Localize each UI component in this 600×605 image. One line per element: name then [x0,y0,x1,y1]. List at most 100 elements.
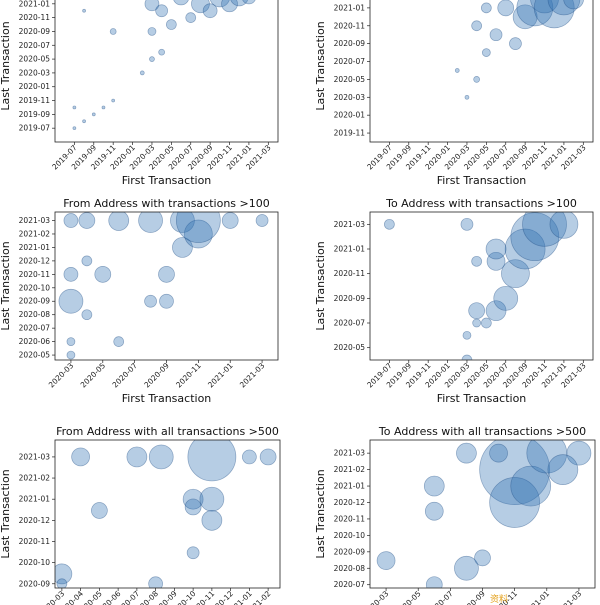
scatter-point [126,446,148,468]
scatter-point [63,266,79,282]
scatter-point [489,28,503,42]
plot-frame [369,0,594,143]
y-axis-label: Last Transaction [0,241,12,330]
scatter-point [493,285,519,311]
points-group [72,0,256,131]
scatter-point [485,238,507,260]
scatter-point [489,443,508,463]
chart-title: To Address with all transactions >500 [378,425,586,438]
scatter-point [91,112,96,117]
y-tick-label: 2021-01 [334,3,366,12]
plot-frame [54,0,279,143]
scatter-point [58,288,84,314]
x-tick-label: 2021-03 [238,361,267,390]
scatter-point [424,501,444,521]
y-tick-label: 2020-07 [19,41,51,50]
y-tick-label: 2020-11 [334,514,366,523]
x-axis-label: First Transaction [437,174,527,187]
scatter-point [462,330,472,340]
scatter-point [82,119,86,124]
chart-title: From Address with transactions >100 [63,197,269,210]
y-tick-label: 2020-07 [19,324,51,333]
scatter-point [170,212,195,233]
scatter-point [186,546,200,560]
plot-frame [54,211,279,361]
scatter-point [468,302,486,320]
scatter-point [66,350,76,360]
scatter-point [486,251,506,271]
y-tick-label: 2021-01 [19,243,51,252]
chart-panel-5: 2020-032020-042020-052020-062020-072020-… [0,425,281,605]
scatter-point [71,447,90,467]
points-group [384,212,579,360]
scatter-point [510,212,560,262]
scatter-point [144,294,157,308]
y-tick-label: 2020-10 [19,283,51,292]
x-tick-label: 2020-03 [38,589,67,605]
scatter-point [471,255,483,267]
scatter-point [173,0,189,6]
scatter-point [221,0,238,13]
x-tick-label: 2021-03 [555,589,584,605]
scatter-point [473,76,481,83]
y-tick-label: 2021-01 [334,482,366,491]
y-tick-label: 2020-09 [334,39,366,48]
scatter-point [481,48,491,57]
scatter-point [144,0,160,12]
y-tick-label: 2020-10 [334,531,366,540]
x-tick-label: 2021-01 [523,589,552,605]
scatter-point [94,265,112,283]
scatter-point [497,0,515,17]
scatter-point [159,293,174,309]
y-tick-label: 2020-05 [334,75,366,84]
scatter-point [155,4,169,18]
y-tick-label: 2020-08 [334,564,366,573]
chart-panel-3: 2020-03 2020-05 2020-07 2020-09 2020-11 2021-… [0,197,279,405]
y-axis-label: Last Transaction [0,469,12,558]
x-tick-label: 2020-09 [142,361,171,390]
y-tick-label: 2020-08 [19,310,51,319]
y-tick-label: 2021-03 [19,452,51,461]
points-group [58,212,269,360]
scatter-point [480,2,492,14]
scatter-point [201,509,223,531]
watermark-text: 资料 [490,593,508,605]
scatter-point [184,498,202,516]
scatter-point [485,300,507,322]
y-axis-label: Last Transaction [314,469,327,558]
scatter-point [149,56,155,62]
scatter-point [111,98,116,103]
x-tick-label: 2020-05 [394,589,423,605]
y-tick-label: 2020-03 [19,68,51,77]
scatter-point [185,12,197,23]
scatter-point [187,440,237,482]
scatter-point [184,219,213,249]
scatter-point [139,70,145,76]
chart-title: From Address with all transactions >500 [56,425,279,438]
scatter-point [464,94,470,100]
y-tick-label: 2020-01 [334,111,366,120]
scatter-point [489,477,540,528]
y-tick-label: 2020-11 [334,21,366,30]
scatter-point [472,318,482,328]
plot-frame [54,439,281,589]
points-group [376,440,592,588]
y-tick-label: 2020-12 [334,498,366,507]
scatter-point [509,37,522,50]
y-tick-label: 2020-11 [19,270,51,279]
y-axis-label: Last Transaction [314,21,327,110]
x-axis-label: First Transaction [122,174,212,187]
chart-panel-2: 2019-072019-092019-112020-012020-032020-… [314,0,594,187]
x-tick-label: 2020-09 [458,589,487,605]
x-tick-label: 2020-03 [362,589,391,605]
x-tick-label: 2020-05 [79,361,108,390]
scatter-point [113,336,125,347]
y-tick-label: 2021-01 [19,0,51,8]
y-tick-label: 2020-11 [19,13,51,22]
scatter-point [384,218,395,230]
scatter-point [425,576,443,588]
scatter-point [530,0,559,14]
y-tick-label: 2020-09 [19,297,51,306]
y-tick-label: 2020-05 [19,55,51,64]
y-axis-label: Last Transaction [314,241,327,330]
